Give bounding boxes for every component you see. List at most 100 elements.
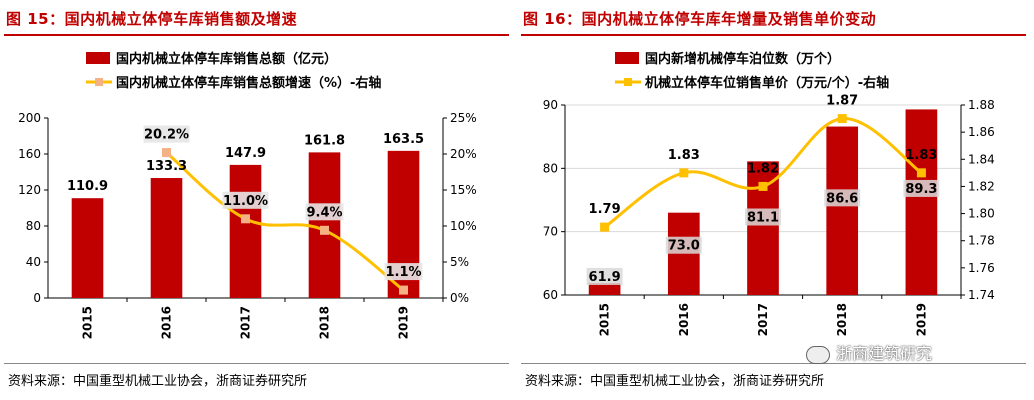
bar-value-label: 110.9 [67, 179, 108, 194]
legend-bar-swatch [86, 52, 110, 64]
line-value-label: 20.2% [144, 128, 189, 143]
line-value-label: 1.83 [668, 148, 700, 163]
bar-label-bg [665, 236, 702, 254]
y-tick-label-right: 10% [450, 219, 477, 233]
y-tick-label-right: 1.76 [968, 261, 995, 275]
figure-15-source: 资料来源：中国重型机械工业协会，浙商证券研究所 [8, 374, 308, 389]
watermark: 浙商建筑研究 [806, 340, 932, 364]
line-label-bg [222, 191, 269, 209]
line-value-label: 11.0% [223, 194, 268, 209]
bar-value-label: 61.9 [589, 270, 621, 285]
y-tick-label-right: 1.88 [968, 98, 995, 112]
watermark-text: 浙商建筑研究 [836, 344, 933, 363]
y-tick-label-right: 1.74 [968, 288, 995, 302]
y-tick-label-right: 15% [450, 183, 477, 197]
source-rule [521, 363, 1026, 364]
bar-2018 [826, 126, 859, 296]
figure-16-title: 图 16：国内机械立体停车库年增量及销售单价变动 [523, 10, 877, 28]
y-tick-label-left: 60 [543, 288, 558, 302]
bar-value-label: 133.3 [146, 159, 187, 174]
bar-label-bg [745, 208, 781, 226]
bar-2015 [71, 198, 104, 298]
bar-value-label: 86.6 [826, 191, 858, 206]
line-value-label: 9.4% [306, 205, 342, 220]
title-rule [4, 34, 509, 36]
figure-15-panel: 图 15：国内机械立体停车库销售额及增速 国内机械立体停车库销售总额（亿元） 国内… [4, 10, 509, 389]
x-tick-label: 2019 [914, 303, 928, 336]
y-tick-label-left: 90 [543, 98, 558, 112]
line-marker-2017 [758, 181, 768, 191]
line-marker-2019 [916, 168, 926, 178]
y-tick-label-left: 200 [18, 111, 41, 125]
x-tick-label: 2018 [835, 303, 849, 336]
line-marker-2016 [679, 168, 689, 178]
figure-16-panel: 图 16：国内机械立体停车库年增量及销售单价变动 国内新增机械停车泊位数（万个）… [517, 0, 1034, 400]
x-tick-label: 2018 [318, 306, 332, 339]
y-tick-label-right: 0% [450, 291, 469, 305]
bar-value-label: 89.3 [905, 182, 937, 197]
line-label-bg [384, 263, 423, 281]
bar-value-label: 147.9 [225, 146, 266, 161]
line-value-label: 1.1% [385, 265, 421, 280]
line-value-label: 1.82 [747, 161, 779, 176]
y-tick-label-left: 40 [26, 255, 41, 269]
y-tick-label-right: 1.80 [968, 207, 995, 221]
figure-15-title: 图 15：国内机械立体停车库销售额及增速 [6, 10, 298, 28]
line-marker-2016 [162, 148, 171, 158]
bar-label-bg [586, 267, 623, 285]
bar-value-label: 161.8 [304, 133, 345, 148]
y-tick-label-right: 20% [450, 147, 477, 161]
bar-2016 [150, 178, 183, 298]
y-tick-label-left: 80 [543, 161, 558, 175]
figure-16-chart: 国内新增机械停车泊位数（万个） 机械立体停车位销售单价（万元/个）-右轴 60 70 8… [543, 51, 995, 336]
y-tick-label-right: 5% [450, 255, 469, 269]
line-value-label: 1.87 [826, 94, 858, 109]
legend-line-label: 国内机械立体停车库销售总额增速（%）-右轴 [116, 75, 381, 91]
y-tick-label-left: 80 [26, 219, 41, 233]
legend-bar-swatch [615, 52, 639, 64]
bar-2017 [229, 164, 262, 298]
bar-value-label: 163.5 [383, 132, 424, 147]
x-tick-label: 2015 [81, 306, 95, 339]
line-marker-2018 [320, 225, 329, 235]
source-rule [4, 363, 509, 364]
line-label-bg [143, 125, 190, 143]
y-tick-label-right: 1.78 [968, 234, 995, 248]
x-tick-label: 2016 [160, 306, 174, 339]
figure-16-source: 资料来源：中国重型机械工业协会，浙商证券研究所 [525, 374, 825, 389]
y-tick-label-left: 0 [33, 291, 41, 305]
x-tick-label: 2019 [397, 306, 411, 339]
legend-bar-label: 国内机械立体停车库销售总额（亿元） [116, 51, 337, 67]
y-tick-label-right: 1.86 [968, 125, 995, 139]
x-tick-label: 2016 [677, 303, 691, 336]
line-series [165, 151, 405, 292]
x-tick-label: 2017 [239, 306, 253, 339]
line-label-bg [305, 203, 344, 221]
y-tick-label-right: 1.84 [968, 152, 995, 166]
wechat-icon [806, 345, 830, 364]
legend-line-label: 机械立体停车位销售单价（万元/个）-右轴 [645, 75, 889, 91]
y-tick-label-left: 120 [18, 183, 41, 197]
x-tick-label: 2017 [756, 303, 770, 336]
line-value-label: 1.79 [589, 202, 621, 217]
line-marker-2015 [600, 222, 610, 232]
legend-line-marker [624, 78, 632, 86]
x-tick-label: 2015 [598, 303, 612, 336]
title-rule [521, 34, 1026, 36]
bar-2019 [905, 109, 938, 295]
line-value-label: 1.83 [905, 148, 937, 163]
bar-value-label: 73.0 [668, 239, 700, 254]
bar-label-bg [824, 189, 861, 207]
bar-2016 [667, 212, 700, 295]
bar-value-label: 81.1 [747, 211, 779, 226]
y-tick-label-right: 25% [450, 111, 477, 125]
line-marker-2019 [399, 285, 408, 295]
line-marker-2017 [241, 214, 250, 224]
figure-15-chart: 国内机械立体停车库销售总额（亿元） 国内机械立体停车库销售总额增速（%）-右轴 0 4… [18, 51, 477, 339]
line-marker-2018 [837, 114, 847, 124]
y-tick-label-left: 160 [18, 147, 41, 161]
bar-label-bg [903, 179, 940, 197]
legend-bar-label: 国内新增机械停车泊位数（万个） [645, 51, 840, 67]
legend-line-marker [95, 78, 103, 86]
y-tick-label-left: 70 [543, 225, 558, 239]
